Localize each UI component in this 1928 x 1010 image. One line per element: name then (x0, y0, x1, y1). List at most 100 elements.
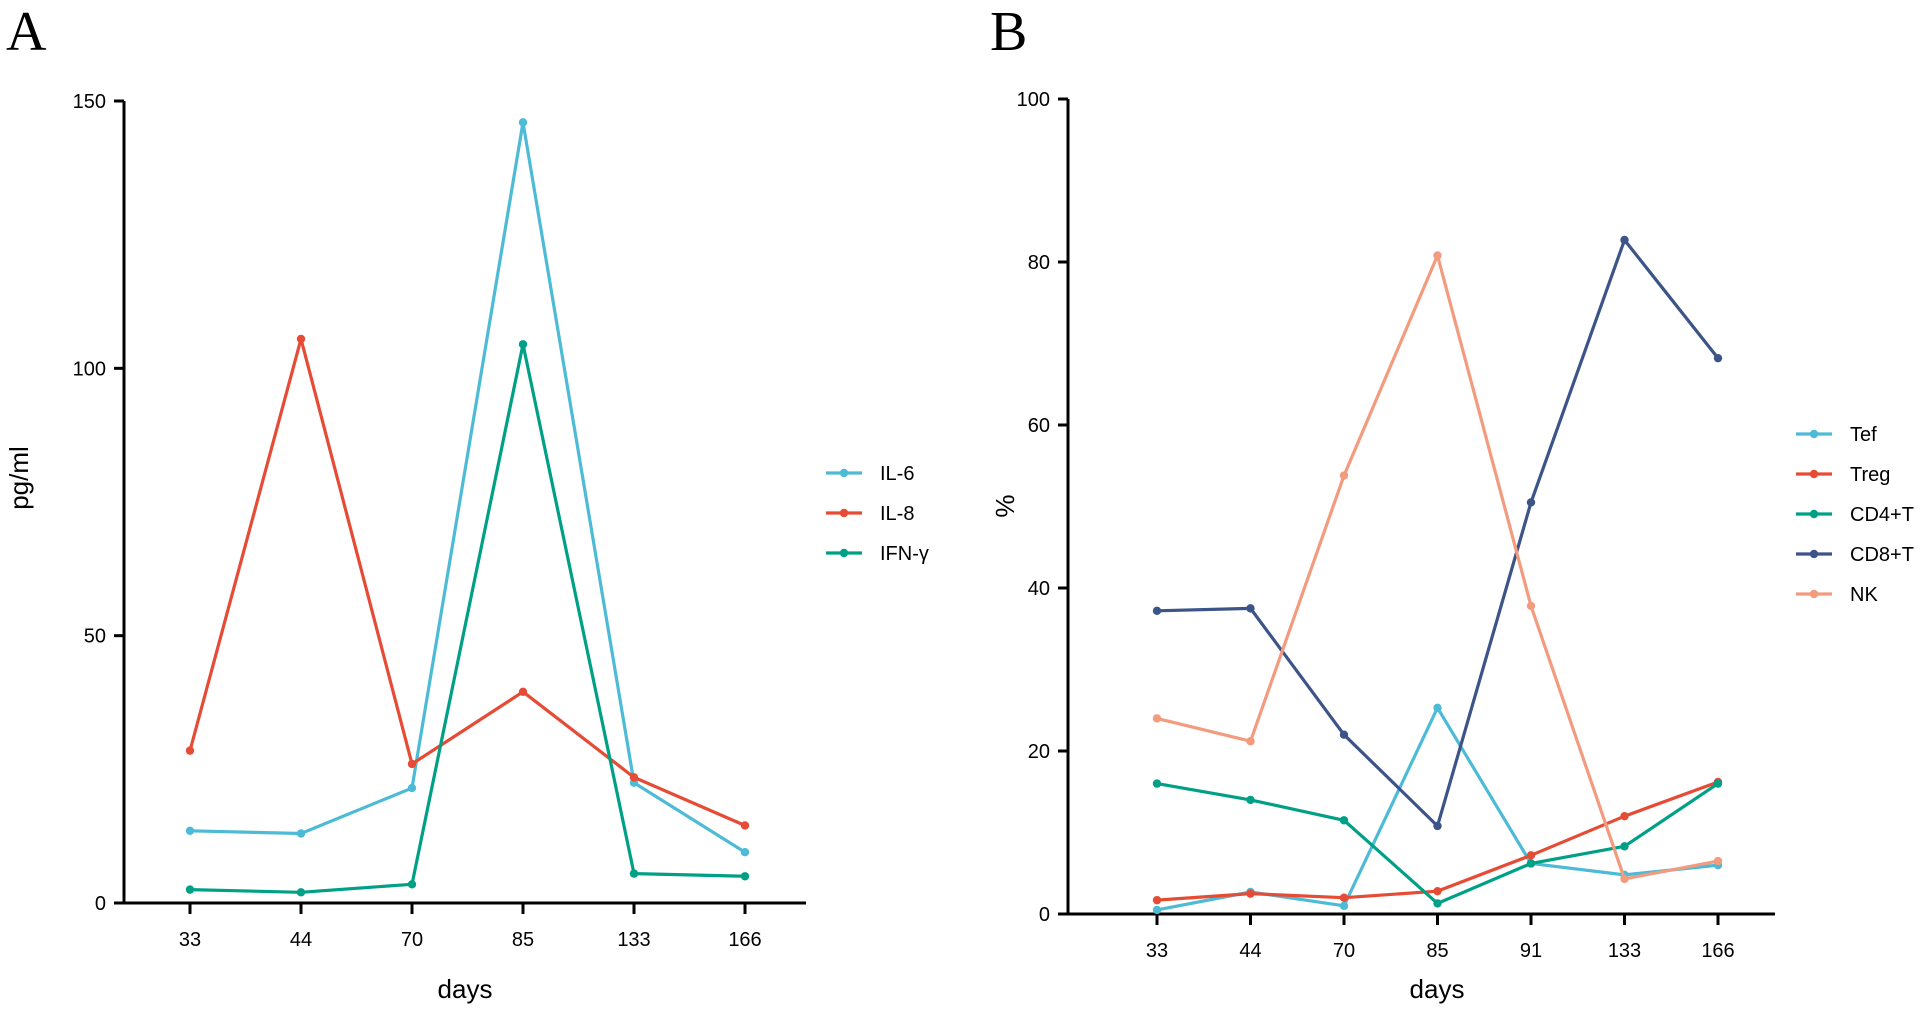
chart-b-data-point (1713, 353, 1723, 363)
chart-b-x-tick-label: 166 (1701, 940, 1734, 962)
chart-a-data-point (518, 687, 528, 697)
chart-b-data-point (1152, 905, 1162, 915)
chart-b-legend-item: Treg (1796, 464, 1890, 486)
chart-b-x-tick-label: 44 (1239, 940, 1261, 962)
chart-b-data-point (1526, 859, 1536, 868)
chart-a-data-point (296, 888, 306, 897)
chart-b-legend-label: CD4+T (1850, 504, 1914, 526)
chart-a-legend-item: IL-6 (826, 463, 914, 485)
panel-a-label: A (6, 1, 47, 63)
chart-a-data-point (296, 334, 306, 344)
chart-a-y-axis-title: pg/ml (4, 446, 34, 510)
chart-a-series-line (188, 342, 747, 894)
chart-b-data-point (1433, 886, 1442, 896)
chart-b-data-point (1339, 901, 1349, 911)
chart-a-series-line (188, 337, 747, 828)
chart-a-y-tick-label: 150 (73, 91, 106, 113)
chart-a-data-point (629, 869, 639, 878)
chart-a-legend-swatch-point (839, 508, 849, 518)
chart-b-data-point (1526, 601, 1536, 611)
chart-a-series-line (188, 120, 747, 854)
chart-b-data-point (1713, 779, 1723, 788)
chart-a-data-point (185, 746, 195, 755)
chart-b-data-point (1620, 235, 1629, 245)
chart-a-y-tick-label: 100 (73, 358, 106, 380)
chart-a-legend-swatch-point (839, 548, 849, 558)
chart-b-data-point (1152, 714, 1162, 723)
chart-a-data-point (740, 848, 750, 857)
chart-b-y-tick-label: 0 (1039, 904, 1050, 926)
chart-b-legend-item: CD8+T (1796, 544, 1914, 566)
chart-b-data-point (1526, 851, 1536, 860)
chart-a-data-point (185, 885, 195, 894)
chart-a-data-point (740, 821, 750, 830)
chart-a-legend-label: IL-8 (880, 503, 914, 525)
chart-a-legend-item: IFN-γ (826, 543, 929, 565)
chart-a-series-1 (185, 334, 750, 830)
chart-a-plot: 0 50 100 150 33 44 70 85 133 166 days pg/ml IL-6 IL-8… (4, 91, 929, 1004)
chart-a-x-tick-label: 85 (512, 929, 534, 951)
chart-b-legend-swatch-point (1809, 509, 1819, 519)
chart-b-data-point (1246, 889, 1255, 898)
panel-b: B 0 20 40 60 80 100 33 44 70 85 91 133 166 days% Tef Tr… (990, 1, 1914, 1004)
chart-b-data-point (1152, 779, 1162, 788)
chart-b-y-tick-label: 20 (1028, 741, 1050, 763)
chart-b-x-tick-label: 85 (1426, 940, 1448, 962)
chart-a-legend-label: IFN-γ (880, 543, 929, 565)
chart-b-series-1 (1152, 777, 1723, 905)
chart-b-series-line (1155, 253, 1720, 881)
chart-a-x-tick-label: 166 (728, 929, 761, 951)
chart-a-data-point (185, 826, 195, 836)
chart-a-data-point (407, 759, 417, 769)
chart-b-series-2 (1152, 779, 1723, 908)
chart-b-legend-swatch-point (1809, 549, 1819, 559)
chart-b-legend-item: CD4+T (1796, 504, 1914, 526)
chart-b-data-point (1620, 812, 1629, 821)
chart-a-x-tick-label: 33 (179, 929, 201, 951)
chart-b-data-point (1433, 899, 1442, 908)
chart-a-legend-swatch-point (839, 468, 849, 478)
chart-b-legend-label: CD8+T (1850, 544, 1914, 566)
chart-a-series-0 (185, 118, 750, 857)
chart-b-legend-item: Tef (1796, 424, 1877, 446)
chart-a-data-point (407, 783, 417, 793)
chart-b-x-tick-label: 33 (1146, 940, 1168, 962)
chart-a-x-tick-label: 70 (401, 929, 423, 951)
chart-a-data-point (407, 880, 417, 889)
chart-b-x-axis-title: days (1410, 974, 1465, 1004)
chart-b-data-point (1526, 498, 1536, 507)
chart-b-legend-label: Tef (1850, 424, 1877, 446)
chart-b-data-point (1152, 895, 1162, 905)
chart-b-x-tick-label: 91 (1520, 940, 1542, 962)
chart-a-y-tick-label: 50 (84, 626, 106, 648)
chart-b-data-point (1620, 874, 1629, 884)
chart-b-y-tick-label: 100 (1017, 89, 1050, 111)
chart-a-data-point (518, 118, 528, 127)
chart-b-data-point (1620, 842, 1629, 851)
chart-b-data-point (1339, 471, 1349, 480)
chart-b-plot: 0 20 40 60 80 100 33 44 70 85 91 133 166 days% Tef Treg… (990, 89, 1914, 1004)
chart-a-data-point (629, 773, 639, 782)
chart-a-legend-item: IL-8 (826, 503, 914, 525)
chart-a-data-point (518, 340, 528, 349)
chart-a-data-point (296, 829, 306, 838)
chart-b-data-point (1246, 737, 1255, 746)
chart-a-series-2 (185, 340, 750, 897)
chart-b-data-point (1339, 730, 1349, 739)
chart-b-data-point (1246, 604, 1255, 613)
chart-b-data-point (1713, 856, 1723, 866)
chart-b-legend-label: NK (1850, 584, 1878, 606)
chart-b-y-tick-label: 60 (1028, 415, 1050, 437)
chart-b-data-point (1433, 251, 1442, 260)
panel-b-label: B (990, 1, 1027, 63)
chart-a-x-axis-title: days (438, 974, 493, 1004)
chart-b-x-tick-label: 133 (1608, 940, 1641, 962)
panel-a: A 0 50 100 150 33 44 70 85 133 166 days pg/ml IL-6 IL… (4, 1, 929, 1004)
chart-b-legend-swatch-point (1809, 429, 1819, 439)
chart-a-x-tick-label: 44 (290, 929, 312, 951)
chart-b-y-axis-title: % (990, 494, 1020, 517)
chart-b-y-tick-label: 80 (1028, 252, 1050, 274)
chart-b-legend-item: NK (1796, 584, 1878, 606)
chart-b-series-3 (1152, 235, 1723, 831)
chart-b-data-point (1339, 893, 1349, 902)
